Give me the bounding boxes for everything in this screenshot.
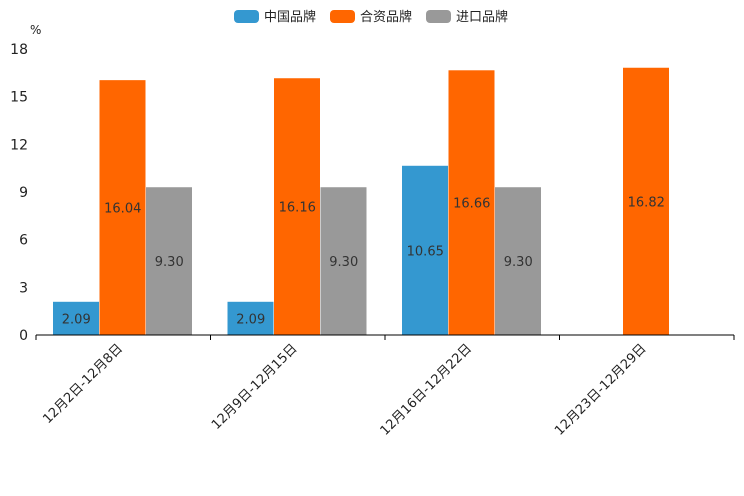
legend-label: 合资品牌 bbox=[360, 9, 412, 25]
bar-1-1 bbox=[53, 301, 99, 335]
legend-item[interactable]: 进口品牌 bbox=[426, 9, 508, 25]
data-label: 9.30 bbox=[155, 255, 184, 270]
y-tick-label: 3 bbox=[19, 280, 28, 296]
legend-swatch bbox=[234, 10, 259, 23]
data-label: 10.65 bbox=[407, 244, 444, 259]
y-axis: 0 3 6 9 12 15 18 bbox=[10, 42, 28, 344]
data-label: 16.16 bbox=[279, 201, 316, 216]
y-tick-label: 6 bbox=[19, 233, 28, 249]
bar-3-2 bbox=[320, 187, 367, 335]
data-label: 16.04 bbox=[104, 202, 141, 217]
y-tick-label: 18 bbox=[10, 42, 28, 58]
bar-2-3 bbox=[448, 70, 495, 336]
data-label: 16.66 bbox=[453, 197, 490, 212]
bar-1-2 bbox=[227, 301, 274, 335]
bar-2-4 bbox=[623, 67, 669, 335]
legend-item[interactable]: 合资品牌 bbox=[330, 9, 412, 25]
bar-2-1 bbox=[99, 80, 146, 336]
x-tick-label: 12月23日-12月29日 bbox=[552, 341, 649, 438]
legend-swatch bbox=[330, 10, 355, 23]
y-tick-label: 15 bbox=[10, 90, 28, 106]
y-tick-label: 9 bbox=[19, 185, 28, 201]
legend-item[interactable]: 中国品牌 bbox=[234, 9, 316, 25]
bar-1-3 bbox=[402, 165, 448, 335]
legend-swatch bbox=[426, 10, 451, 23]
data-label: 9.30 bbox=[504, 255, 533, 270]
y-axis-unit-label: % bbox=[30, 23, 41, 37]
x-tick-label: 12月9日-12月15日 bbox=[209, 341, 301, 433]
bars bbox=[53, 67, 669, 336]
data-label: 9.30 bbox=[329, 255, 358, 270]
x-axis: 12月2日-12月8日 12月9日-12月15日 12月16日-12月22日 12月2… bbox=[35, 334, 735, 439]
data-label: 16.82 bbox=[628, 195, 665, 210]
legend-label: 进口品牌 bbox=[456, 9, 508, 25]
y-tick-label: 12 bbox=[10, 137, 28, 153]
x-tick-label: 12月2日-12月8日 bbox=[40, 341, 126, 427]
legend: 中国品牌 合资品牌 进口品牌 bbox=[234, 9, 508, 25]
legend-label: 中国品牌 bbox=[264, 9, 316, 25]
bar-3-3 bbox=[495, 187, 541, 335]
x-tick-label: 12月16日-12月22日 bbox=[378, 341, 475, 438]
data-labels: 2.09 16.04 9.30 2.09 16.16 9.30 10.65 16.66 9.30… bbox=[62, 195, 665, 327]
bar-2-2 bbox=[274, 78, 320, 335]
bar-3-1 bbox=[146, 187, 192, 335]
data-label: 2.09 bbox=[236, 312, 265, 327]
data-label: 2.09 bbox=[62, 312, 91, 327]
y-tick-label: 0 bbox=[19, 328, 28, 344]
